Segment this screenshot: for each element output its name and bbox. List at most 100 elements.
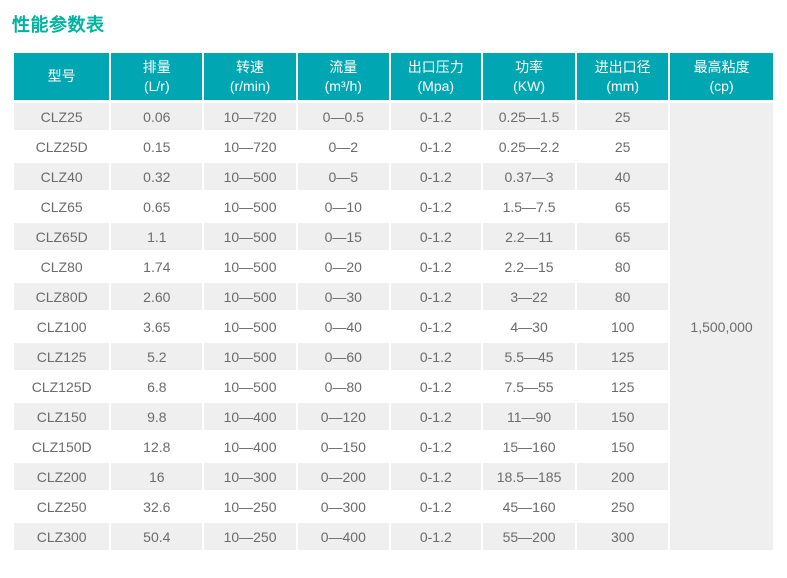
cell-speed: 10—500 — [204, 193, 296, 220]
cell-model: CLZ200 — [14, 463, 110, 490]
table-row: CLZ80 1.74 10—500 0—20 0-1.2 2.2—15 80 — [14, 253, 773, 280]
cell-displacement: 16 — [111, 463, 203, 490]
cell-power: 55—200 — [482, 523, 576, 550]
cell-port-diameter: 25 — [577, 133, 669, 160]
cell-outlet-pressure: 0-1.2 — [390, 433, 481, 460]
table-row: CLZ300 50.4 10—250 0—400 0-1.2 55—200 300 — [14, 523, 773, 550]
table-row: CLZ250 32.6 10—250 0—300 0-1.2 45—160 250 — [14, 493, 773, 520]
cell-speed: 10—720 — [204, 133, 296, 160]
table-row: CLZ25 0.06 10—720 0—0.5 0-1.2 0.25—1.5 25 1,500… — [14, 103, 773, 550]
page-title: 性能参数表 — [12, 15, 105, 35]
cell-power: 45—160 — [482, 493, 576, 520]
cell-port-diameter: 150 — [577, 433, 669, 460]
cell-model: CLZ40 — [14, 163, 110, 190]
cell-outlet-pressure: 0-1.2 — [390, 493, 481, 520]
header-flow-unit: (m³/h) — [324, 77, 362, 94]
header-speed-unit: (r/min) — [229, 77, 271, 94]
cell-model: CLZ250 — [14, 493, 110, 520]
cell-model: CLZ65D — [14, 223, 110, 250]
table-row: CLZ65D 1.1 10—500 0—15 0-1.2 2.2—11 65 — [14, 223, 773, 250]
header-port-diameter: 进出口径 (mm) — [577, 53, 669, 100]
header-max-viscosity-label: 最高粘度 — [693, 58, 750, 75]
cell-flow: 0—60 — [297, 343, 389, 370]
cell-displacement: 5.2 — [111, 343, 203, 370]
cell-flow: 0—2 — [297, 133, 389, 160]
cell-power: 15—160 — [482, 433, 576, 460]
cell-model: CLZ80 — [14, 253, 110, 280]
cell-flow: 0—120 — [297, 403, 389, 430]
header-port-diameter-label: 进出口径 — [594, 58, 651, 75]
cell-port-diameter: 250 — [577, 493, 669, 520]
cell-flow: 0—10 — [297, 193, 389, 220]
cell-port-diameter: 150 — [577, 403, 669, 430]
table-row: CLZ200 16 10—300 0—200 0-1.2 18.5—185 200 — [14, 463, 773, 490]
cell-speed: 10—500 — [204, 223, 296, 250]
cell-outlet-pressure: 0-1.2 — [390, 253, 481, 280]
table-row: CLZ25D 0.15 10—720 0—2 0-1.2 0.25—2.2 25 — [14, 133, 773, 160]
cell-displacement: 32.6 — [111, 493, 203, 520]
cell-speed: 10—500 — [204, 373, 296, 400]
cell-outlet-pressure: 0-1.2 — [390, 223, 481, 250]
table-row: CLZ150 9.8 10—400 0—120 0-1.2 11—90 150 — [14, 403, 773, 430]
cell-displacement: 0.15 — [111, 133, 203, 160]
cell-displacement: 0.32 — [111, 163, 203, 190]
cell-port-diameter: 125 — [577, 343, 669, 370]
cell-port-diameter: 40 — [577, 163, 669, 190]
header-flow: 流量 (m³/h) — [297, 53, 389, 100]
header-power-unit: (KW) — [513, 77, 545, 94]
header-power-label: 功率 — [515, 58, 544, 75]
cell-flow: 0—15 — [297, 223, 389, 250]
performance-parameters-table: 型号 排量 (L/r) 转速 (r/min) 流量 (m³/h) 出口压力 — [12, 50, 775, 553]
cell-displacement: 0.65 — [111, 193, 203, 220]
cell-power: 0.25—1.5 — [482, 103, 576, 130]
cell-model: CLZ25D — [14, 133, 110, 160]
header-port-diameter-unit: (mm) — [606, 77, 640, 94]
cell-speed: 10—400 — [204, 433, 296, 460]
cell-speed: 10—250 — [204, 523, 296, 550]
cell-displacement: 2.60 — [111, 283, 203, 310]
cell-power: 0.37—3 — [482, 163, 576, 190]
cell-model: CLZ150D — [14, 433, 110, 460]
cell-speed: 10—500 — [204, 313, 296, 340]
cell-port-diameter: 65 — [577, 223, 669, 250]
cell-power: 1.5—7.5 — [482, 193, 576, 220]
cell-port-diameter: 65 — [577, 193, 669, 220]
cell-speed: 10—500 — [204, 253, 296, 280]
cell-model: CLZ65 — [14, 193, 110, 220]
cell-model: CLZ300 — [14, 523, 110, 550]
header-displacement: 排量 (L/r) — [111, 53, 203, 100]
cell-displacement: 1.1 — [111, 223, 203, 250]
header-flow-label: 流量 — [329, 58, 358, 75]
header-displacement-unit: (L/r) — [143, 77, 170, 94]
cell-flow: 0—200 — [297, 463, 389, 490]
cell-outlet-pressure: 0-1.2 — [390, 463, 481, 490]
header-max-viscosity-unit: (cp) — [709, 77, 734, 94]
cell-model: CLZ125 — [14, 343, 110, 370]
table-row: CLZ125D 6.8 10—500 0—80 0-1.2 7.5—55 125 — [14, 373, 773, 400]
cell-flow: 0—40 — [297, 313, 389, 340]
table-header: 型号 排量 (L/r) 转速 (r/min) 流量 (m³/h) 出口压力 — [14, 53, 773, 100]
cell-outlet-pressure: 0-1.2 — [390, 403, 481, 430]
cell-displacement: 6.8 — [111, 373, 203, 400]
cell-outlet-pressure: 0-1.2 — [390, 193, 481, 220]
table-row: CLZ150D 12.8 10—400 0—150 0-1.2 15—160 150 — [14, 433, 773, 460]
cell-displacement: 50.4 — [111, 523, 203, 550]
cell-model: CLZ100 — [14, 313, 110, 340]
cell-speed: 10—400 — [204, 403, 296, 430]
cell-power: 2.2—11 — [482, 223, 576, 250]
cell-power: 3—22 — [482, 283, 576, 310]
table-row: CLZ65 0.65 10—500 0—10 0-1.2 1.5—7.5 65 — [14, 193, 773, 220]
cell-model: CLZ80D — [14, 283, 110, 310]
cell-power: 5.5—45 — [482, 343, 576, 370]
cell-displacement: 0.06 — [111, 103, 203, 130]
table-row: CLZ125 5.2 10—500 0—60 0-1.2 5.5—45 125 — [14, 343, 773, 370]
cell-model: CLZ25 — [14, 103, 110, 130]
table-row: CLZ80D 2.60 10—500 0—30 0-1.2 3—22 80 — [14, 283, 773, 310]
header-model-label: 型号 — [47, 68, 76, 85]
header-max-viscosity: 最高粘度 (cp) — [670, 53, 773, 100]
cell-displacement: 12.8 — [111, 433, 203, 460]
cell-port-diameter: 80 — [577, 253, 669, 280]
cell-flow: 0—0.5 — [297, 103, 389, 130]
table-row: CLZ40 0.32 10—500 0—5 0-1.2 0.37—3 40 — [14, 163, 773, 190]
